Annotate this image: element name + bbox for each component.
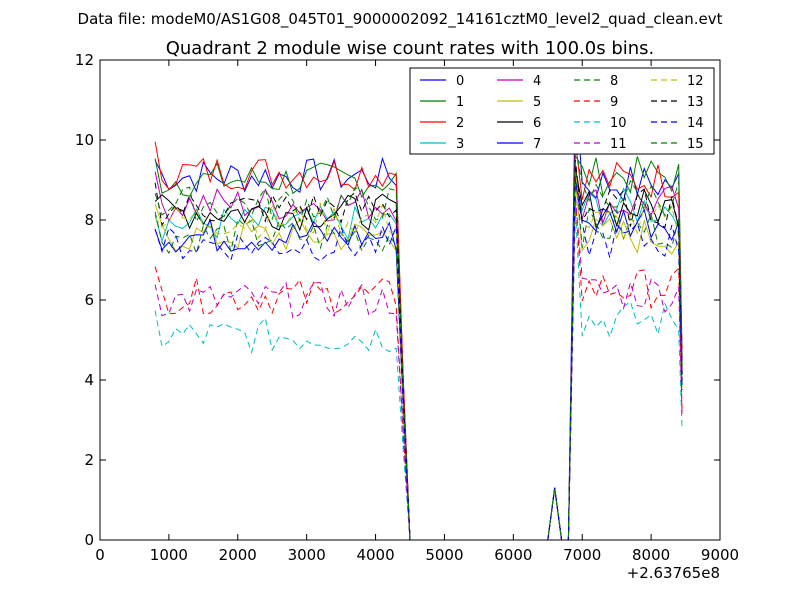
legend-box [409, 67, 715, 155]
x-tick-label: 0 [95, 546, 105, 564]
series-line-12 [154, 171, 683, 541]
series-line-4 [154, 171, 683, 541]
series-line-15 [154, 147, 683, 541]
y-tick-label: 6 [84, 291, 94, 309]
x-tick-label: 3000 [288, 546, 326, 564]
y-tick-label: 0 [84, 531, 94, 549]
y-tick-label: 12 [75, 51, 94, 69]
x-tick-label: 9000 [701, 546, 739, 564]
legend-label-1: 1 [456, 95, 464, 110]
series-line-0 [154, 87, 683, 541]
series-line-11 [154, 195, 683, 541]
series-line-2 [154, 139, 683, 541]
legend-label-13: 13 [687, 95, 704, 110]
legend-label-14: 14 [687, 116, 704, 131]
legend-label-10: 10 [610, 116, 627, 131]
legend-label-2: 2 [456, 116, 464, 131]
figure-suptitle: Data file: modeM0/AS1G08_045T01_90000020… [78, 10, 723, 29]
x-tick-label: 7000 [563, 546, 601, 564]
x-tick-label: 2000 [219, 546, 257, 564]
legend-label-4: 4 [533, 74, 541, 89]
series-line-3 [154, 179, 683, 541]
y-tick-label: 2 [84, 451, 94, 469]
legend-label-7: 7 [533, 137, 541, 152]
series-line-13 [154, 159, 683, 541]
x-axis-offset-label: +2.63765e8 [627, 564, 720, 582]
plot-lines [154, 87, 683, 541]
x-tick-label: 6000 [494, 546, 532, 564]
legend-label-12: 12 [687, 74, 704, 89]
y-tick-label: 10 [75, 131, 94, 149]
chart-title: Quadrant 2 module wise count rates with … [166, 38, 655, 59]
legend-label-0: 0 [456, 74, 464, 89]
series-line-14 [154, 179, 683, 541]
legend-label-3: 3 [456, 137, 464, 152]
x-tick-label: 1000 [150, 546, 188, 564]
series-line-8 [154, 163, 683, 541]
legend-label-5: 5 [533, 95, 541, 110]
series-line-1 [154, 154, 683, 541]
x-tick-label: 8000 [632, 546, 670, 564]
legend-label-6: 6 [533, 116, 541, 131]
legend-label-8: 8 [610, 74, 618, 89]
x-tick-label: 5000 [425, 546, 463, 564]
legend-label-9: 9 [610, 95, 618, 110]
y-tick-label: 8 [84, 211, 94, 229]
x-tick-label: 4000 [356, 546, 394, 564]
legend-label-11: 11 [610, 137, 627, 152]
series-line-10 [154, 207, 683, 541]
x-axis-ticks: 0 1000 2000 3000 4000 5000 6000 7000 8000 9000 [95, 60, 739, 564]
series-line-5 [154, 179, 683, 541]
legend-label-15: 15 [687, 137, 704, 152]
y-tick-label: 4 [84, 371, 94, 389]
